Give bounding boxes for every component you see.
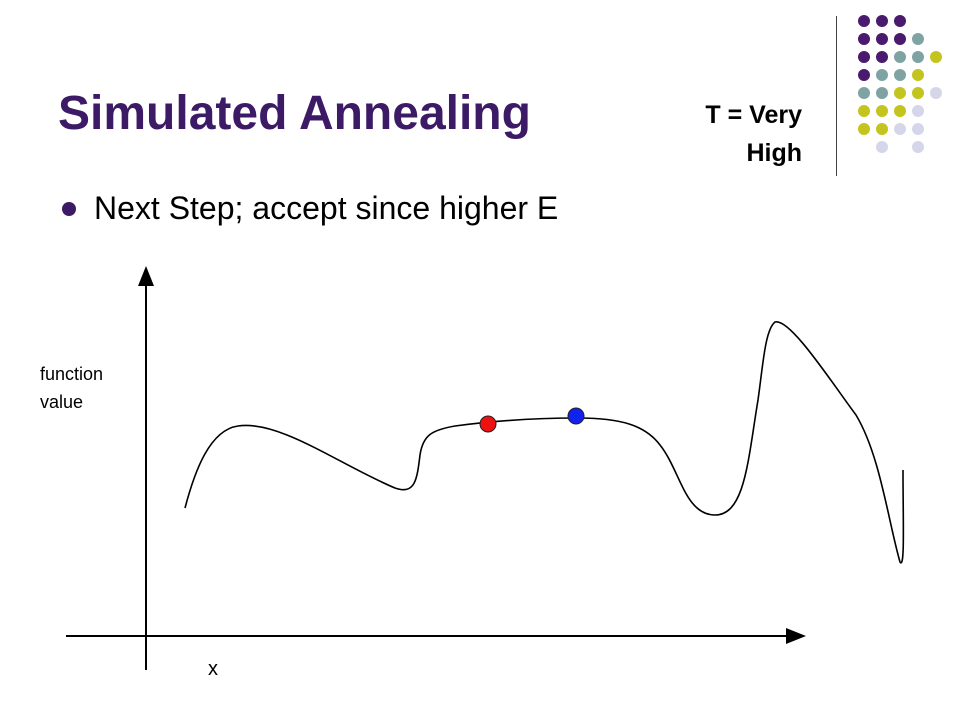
y-axis-label: function value: [40, 360, 150, 416]
deco-dot: [912, 51, 924, 63]
slide-title: Simulated Annealing: [58, 87, 531, 140]
deco-dot: [912, 87, 924, 99]
deco-dot: [858, 69, 870, 81]
deco-dot: [912, 123, 924, 135]
deco-dot: [912, 33, 924, 45]
deco-dot: [930, 87, 942, 99]
deco-dot: [858, 51, 870, 63]
deco-dot: [912, 69, 924, 81]
deco-dot: [858, 105, 870, 117]
temperature-line-2: High: [746, 139, 802, 167]
deco-dot: [876, 87, 888, 99]
deco-dot: [876, 141, 888, 153]
header-divider: [836, 16, 837, 176]
deco-dot: [876, 123, 888, 135]
decorative-dot-grid: [858, 15, 942, 153]
deco-dot: [894, 105, 906, 117]
deco-dot: [876, 15, 888, 27]
deco-dot: [858, 33, 870, 45]
function-curve: [184, 321, 905, 564]
deco-dot: [912, 141, 924, 153]
deco-dot: [912, 105, 924, 117]
deco-dot: [894, 33, 906, 45]
bullet-item: Next Step; accept since higher E: [62, 190, 558, 227]
deco-dot: [858, 87, 870, 99]
deco-dot: [858, 15, 870, 27]
deco-dot: [876, 51, 888, 63]
deco-dot: [876, 33, 888, 45]
x-axis-label: x: [208, 658, 218, 680]
deco-dot: [930, 51, 942, 63]
current-state-point: [567, 407, 585, 425]
temperature-label: T = Very High: [602, 96, 802, 172]
y-axis-label-line-2: value: [40, 392, 84, 412]
deco-dot: [894, 123, 906, 135]
bullet-marker: [62, 201, 76, 216]
deco-dot: [876, 105, 888, 117]
deco-dot: [894, 15, 906, 27]
temperature-line-1: T = Very: [705, 101, 802, 129]
deco-dot: [876, 69, 888, 81]
deco-dot: [858, 123, 870, 135]
deco-dot: [894, 69, 906, 81]
y-axis-label-line-1: function: [40, 364, 104, 384]
deco-dot: [894, 51, 906, 63]
deco-dot: [894, 87, 906, 99]
bullet-text: Next Step; accept since higher E: [94, 190, 559, 226]
previous-state-point: [479, 415, 497, 433]
